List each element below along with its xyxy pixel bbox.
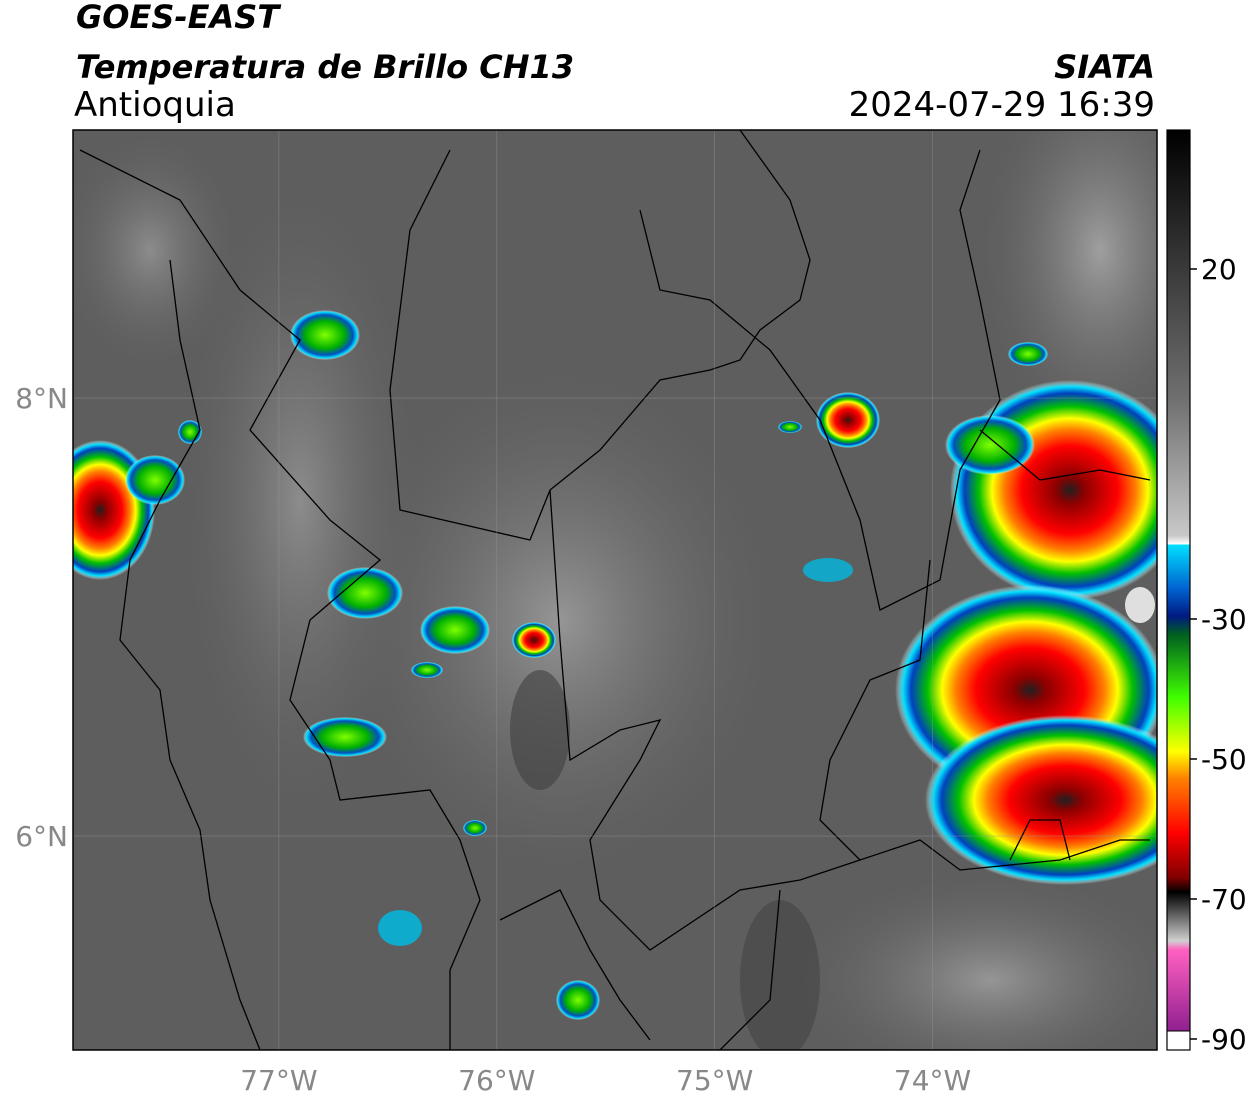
colorbar xyxy=(1167,130,1190,1031)
colorbar-tick-label: -90 xyxy=(1201,1023,1247,1056)
colorbar-tick-label: -30 xyxy=(1201,603,1247,636)
colorbar-tick-label: 20 xyxy=(1201,253,1237,286)
title: GOES-EAST xyxy=(76,0,281,36)
x-tick-label: 75°W xyxy=(676,1064,753,1097)
x-tick-label: 77°W xyxy=(240,1064,317,1097)
map-frame xyxy=(72,129,1158,1051)
x-tick-label: 76°W xyxy=(458,1064,535,1097)
colorbar-frame xyxy=(1166,129,1191,1051)
colorbar-tick-label: -70 xyxy=(1201,883,1247,916)
y-tick-label: 8°N xyxy=(15,382,68,415)
region: Antioquia xyxy=(74,85,236,125)
colorbar-tick-label: -50 xyxy=(1201,743,1247,776)
subtitle: Temperatura de Brillo CH13 xyxy=(76,48,574,86)
satellite-image xyxy=(73,130,1157,1050)
timestamp: 2024-07-29 16:39 xyxy=(849,85,1155,125)
source: SIATA xyxy=(1054,48,1155,86)
y-tick-label: 6°N xyxy=(15,820,68,853)
x-tick-label: 74°W xyxy=(894,1064,971,1097)
colorbar-under xyxy=(1166,1030,1191,1051)
